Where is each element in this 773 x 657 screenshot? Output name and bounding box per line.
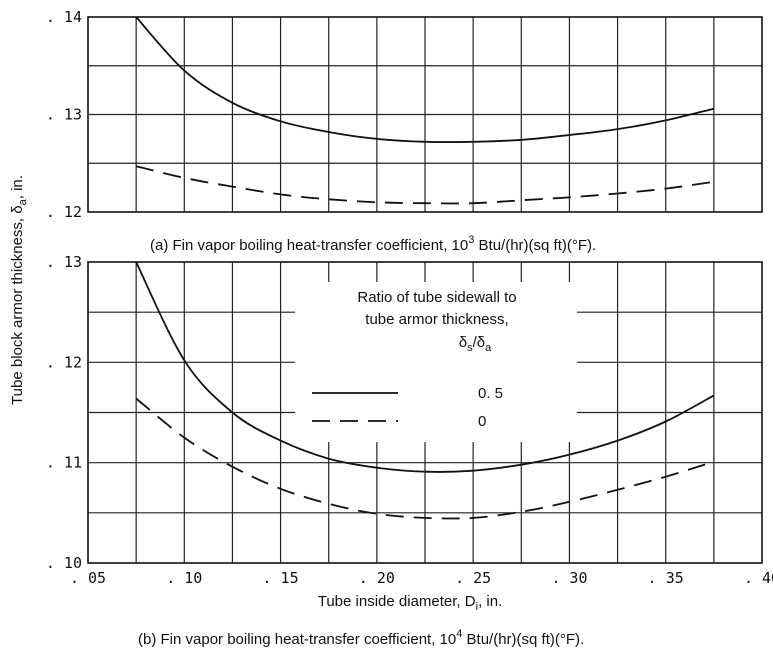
y-tick-label: . 10 — [46, 554, 82, 572]
x-tick-label: . 15 — [263, 569, 299, 587]
x-tick-label: . 25 — [455, 569, 491, 587]
x-tick-label: . 40 — [744, 569, 773, 587]
series-line-solid — [135, 261, 715, 473]
x-tick-labels: . 05 . 10 . 15 . 20 . 25 . 30 . 35 . 40 — [70, 569, 773, 587]
y-tick-label: . 11 — [46, 454, 82, 472]
y-tick-labels: . 12 . 13 . 14 — [46, 8, 82, 221]
x-tick-label: . 30 — [551, 569, 587, 587]
legend-background — [295, 282, 577, 442]
legend-title-line-1: Ratio of tube sidewall to — [357, 289, 516, 306]
caption-b: (b) Fin vapor boiling heat-transfer coef… — [138, 628, 584, 648]
x-tick-label: . 05 — [70, 569, 106, 587]
y-tick-labels: . 10 . 11 . 12 . 13 — [46, 253, 82, 572]
y-tick-label: . 14 — [46, 8, 82, 26]
y-tick-label: . 13 — [46, 253, 82, 271]
series-line-solid — [135, 16, 715, 143]
y-tick-label: . 12 — [46, 203, 82, 221]
x-axis-label: Tube inside diameter, Di, in. — [318, 593, 503, 613]
x-tick-label: . 10 — [166, 569, 202, 587]
x-tick-label: . 35 — [648, 569, 684, 587]
grid-lines — [88, 17, 762, 212]
series-group — [135, 261, 715, 520]
legend-ratio-symbol: δs/δa — [459, 334, 492, 354]
series-line-dashed — [135, 397, 715, 520]
series-line-dashed — [135, 165, 715, 205]
y-tick-label: . 12 — [46, 353, 82, 371]
caption-a: (a) Fin vapor boiling heat-transfer coef… — [150, 234, 596, 254]
chart-panel-a: . 12 . 13 . 14 — [46, 8, 763, 221]
y-tick-label: . 13 — [46, 106, 82, 124]
chart-panel-b: . 10. 11. 12. 13 . 05. 10. 15. 20. 25. 3… — [46, 253, 773, 587]
legend-title-line-2: tube armor thickness, — [365, 311, 508, 328]
legend: Ratio of tube sidewall to tube armor thi… — [295, 282, 577, 442]
plot-frame — [87, 16, 763, 213]
legend-label-dashed: 0 — [478, 413, 486, 430]
y-axis-label: Tube block armor thickness, δa, in. — [9, 175, 29, 405]
series-group — [135, 16, 715, 205]
legend-label-solid: 0. 5 — [478, 385, 503, 402]
plot-frame — [87, 261, 763, 564]
x-tick-label: . 20 — [359, 569, 395, 587]
